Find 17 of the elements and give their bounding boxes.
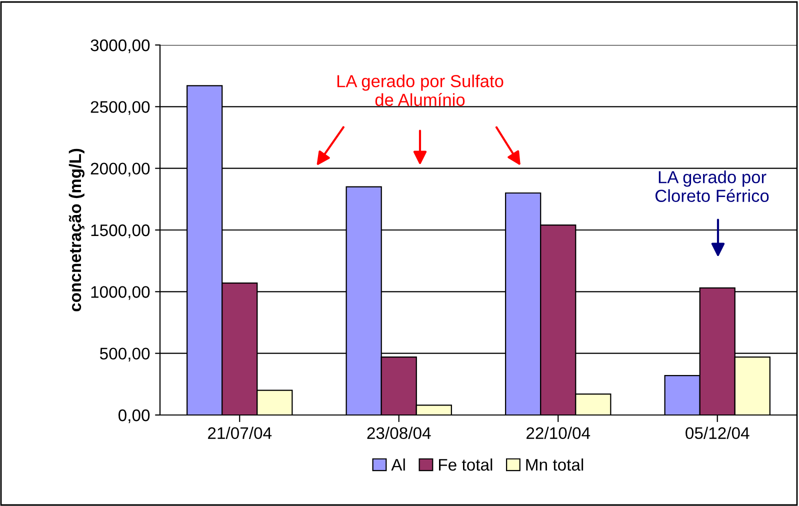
y-tick-label: 2500,00 <box>90 101 150 115</box>
annotation: LA gerado por Sulfato de Alumínio <box>337 74 504 106</box>
legend-label: Fe total <box>439 458 492 471</box>
x-tick-label: 05/12/04 <box>686 426 750 440</box>
y-tick-label: 0,00 <box>118 409 150 424</box>
legend-label: Al <box>391 458 405 471</box>
legend-label: Mn total <box>526 458 584 471</box>
x-tick-label: 22/10/04 <box>526 426 590 440</box>
annotation: LA gerado por Cloreto Férrico <box>655 170 769 202</box>
x-tick-label: 21/07/04 <box>208 426 272 440</box>
y-tick-label: 500,00 <box>100 348 150 362</box>
y-tick-label: 2000,00 <box>90 162 150 177</box>
y-tick-label: 3000,00 <box>90 39 150 54</box>
y-tick-label: 1500,00 <box>91 224 150 238</box>
y-tick-label: 1000,00 <box>91 286 150 300</box>
x-tick-label: 23/08/04 <box>367 426 431 440</box>
y-axis-title: concnetração (mg/L) <box>68 148 84 312</box>
